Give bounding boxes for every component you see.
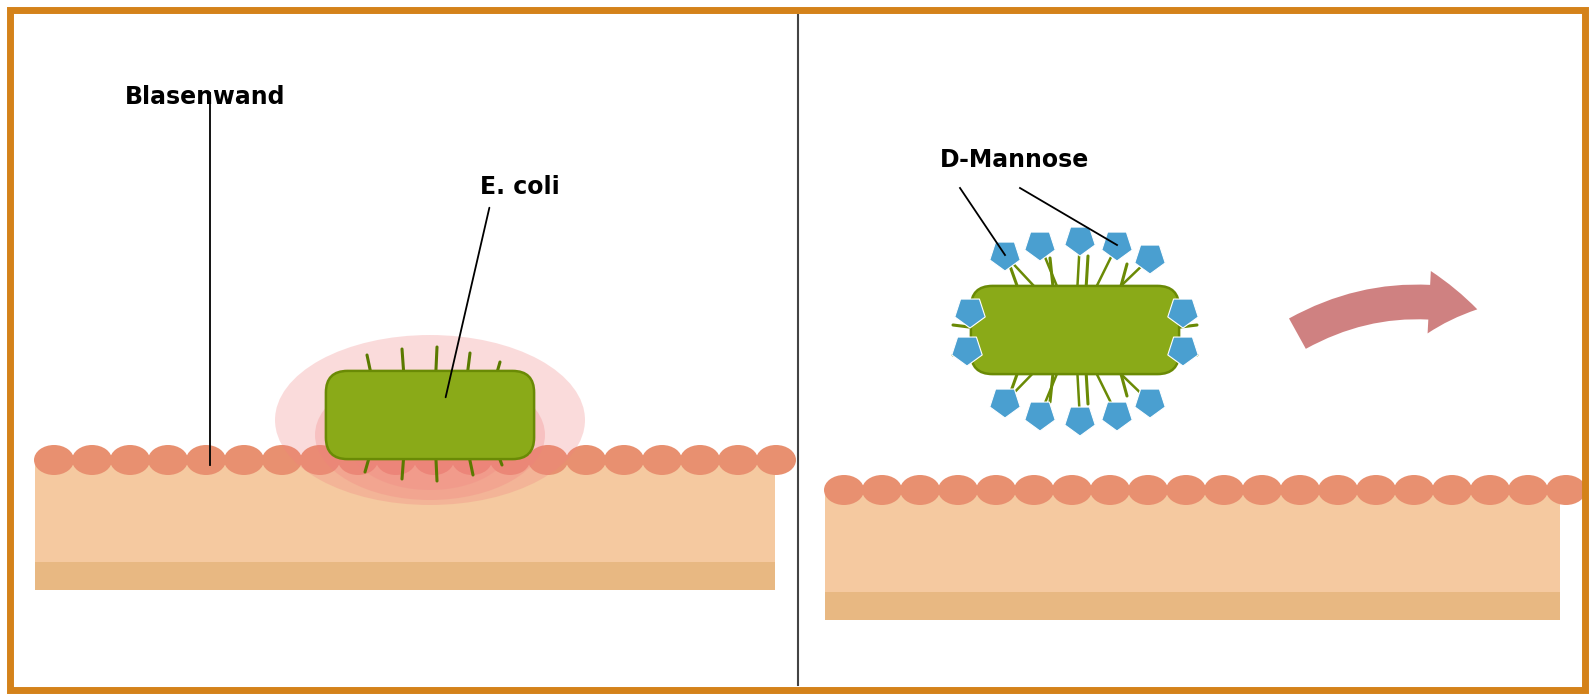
- Polygon shape: [1168, 299, 1198, 328]
- Ellipse shape: [1471, 475, 1510, 505]
- Polygon shape: [1134, 389, 1166, 418]
- Ellipse shape: [900, 475, 939, 505]
- Polygon shape: [1065, 407, 1096, 436]
- Bar: [825, 592, 1560, 620]
- Ellipse shape: [223, 445, 265, 475]
- Ellipse shape: [262, 445, 301, 475]
- Ellipse shape: [1394, 475, 1434, 505]
- Ellipse shape: [861, 475, 903, 505]
- Ellipse shape: [718, 445, 758, 475]
- Polygon shape: [1134, 245, 1166, 274]
- Bar: [35, 458, 775, 474]
- Ellipse shape: [825, 475, 864, 505]
- Ellipse shape: [1281, 475, 1321, 505]
- Ellipse shape: [1053, 475, 1093, 505]
- Ellipse shape: [1507, 475, 1549, 505]
- FancyBboxPatch shape: [325, 371, 534, 459]
- Polygon shape: [955, 299, 986, 328]
- Bar: [825, 490, 1560, 620]
- Polygon shape: [1102, 232, 1132, 261]
- Ellipse shape: [1014, 475, 1054, 505]
- Polygon shape: [1065, 227, 1096, 256]
- Bar: [825, 488, 1560, 504]
- Ellipse shape: [451, 445, 491, 475]
- Ellipse shape: [1166, 475, 1206, 505]
- Ellipse shape: [1204, 475, 1244, 505]
- Ellipse shape: [187, 445, 226, 475]
- Ellipse shape: [376, 445, 416, 475]
- Ellipse shape: [1432, 475, 1472, 505]
- Ellipse shape: [349, 400, 510, 490]
- Ellipse shape: [1128, 475, 1168, 505]
- Ellipse shape: [756, 445, 796, 475]
- Text: Blasenwand: Blasenwand: [124, 85, 286, 109]
- Bar: [35, 460, 775, 590]
- Polygon shape: [990, 389, 1021, 418]
- Polygon shape: [990, 242, 1021, 271]
- Ellipse shape: [490, 445, 530, 475]
- Ellipse shape: [566, 445, 606, 475]
- FancyArrowPatch shape: [1289, 271, 1477, 349]
- Ellipse shape: [1546, 475, 1585, 505]
- Polygon shape: [1168, 337, 1198, 366]
- Polygon shape: [1024, 232, 1056, 261]
- Ellipse shape: [110, 445, 150, 475]
- Polygon shape: [1102, 402, 1132, 431]
- Text: D-Mannose: D-Mannose: [939, 148, 1089, 172]
- Ellipse shape: [72, 445, 112, 475]
- Ellipse shape: [605, 445, 644, 475]
- FancyBboxPatch shape: [971, 286, 1179, 374]
- Ellipse shape: [33, 445, 73, 475]
- Ellipse shape: [1243, 475, 1282, 505]
- Text: E. coli: E. coli: [480, 175, 560, 199]
- Polygon shape: [952, 337, 983, 366]
- Ellipse shape: [300, 445, 340, 475]
- Ellipse shape: [148, 445, 188, 475]
- Ellipse shape: [415, 445, 455, 475]
- Ellipse shape: [679, 445, 719, 475]
- Ellipse shape: [338, 445, 378, 475]
- Ellipse shape: [938, 475, 978, 505]
- Ellipse shape: [274, 335, 585, 505]
- Ellipse shape: [1356, 475, 1396, 505]
- Ellipse shape: [314, 370, 545, 500]
- Polygon shape: [1024, 402, 1056, 431]
- Ellipse shape: [643, 445, 683, 475]
- Ellipse shape: [976, 475, 1016, 505]
- Ellipse shape: [1317, 475, 1357, 505]
- Ellipse shape: [1089, 475, 1129, 505]
- Ellipse shape: [528, 445, 568, 475]
- Bar: [35, 562, 775, 590]
